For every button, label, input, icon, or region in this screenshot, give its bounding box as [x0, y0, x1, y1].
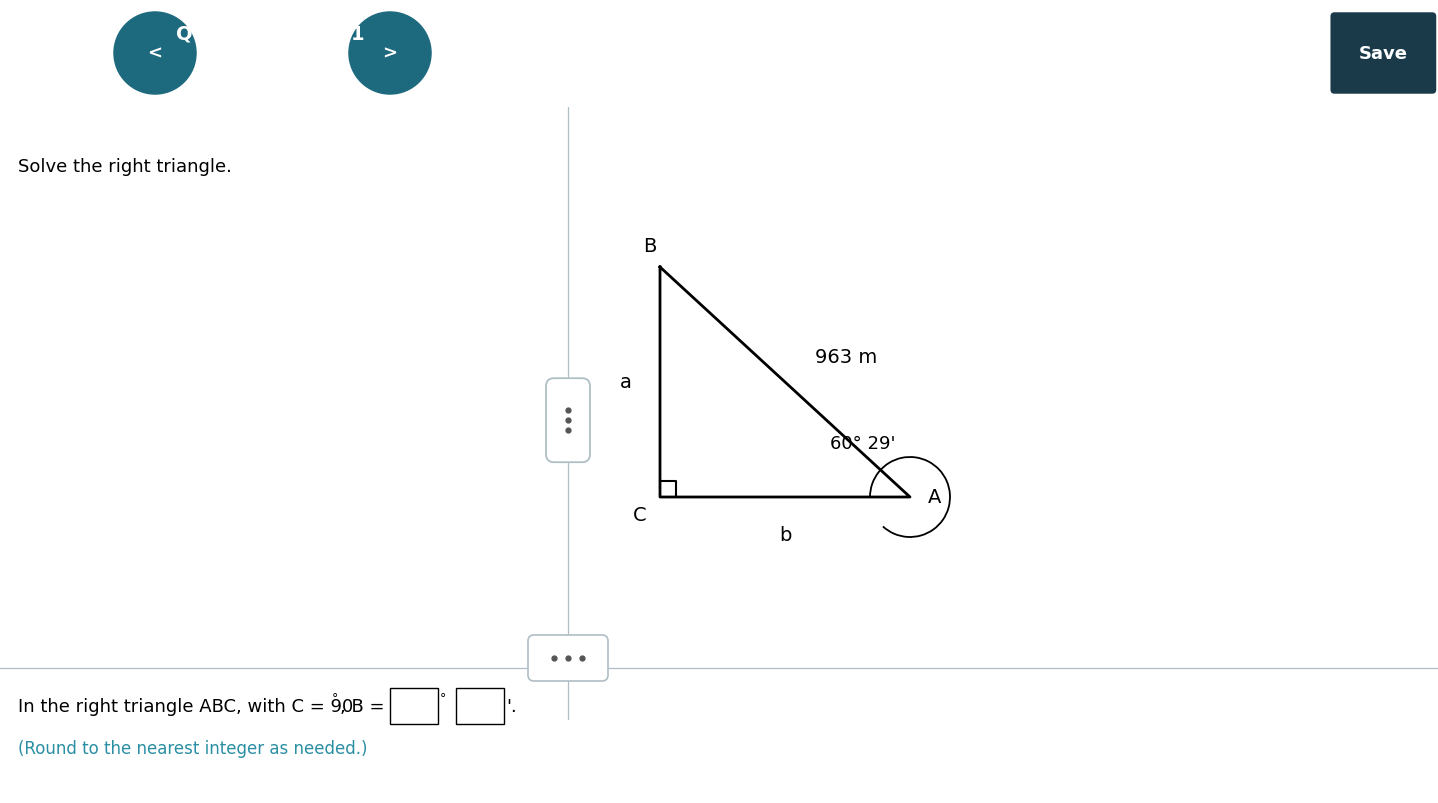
Text: Save: Save: [1359, 45, 1408, 63]
Text: points: points: [575, 43, 630, 61]
Text: , B =: , B =: [339, 697, 384, 715]
Circle shape: [349, 13, 431, 95]
Bar: [456, 688, 503, 724]
Text: >: >: [383, 45, 397, 63]
Text: (Round to the nearest integer as needed.): (Round to the nearest integer as needed.…: [19, 739, 368, 757]
Circle shape: [114, 13, 196, 95]
Text: '.: '.: [506, 697, 516, 715]
Text: ⚙: ⚙: [1273, 29, 1301, 58]
Text: Points:: Points:: [595, 75, 667, 93]
Text: In the right triangle ABC, with C = 90: In the right triangle ABC, with C = 90: [19, 697, 354, 715]
Text: Part 1 of 2: Part 1 of 2: [230, 70, 309, 85]
FancyBboxPatch shape: [1330, 14, 1437, 95]
Text: 0 of 1: 0 of 1: [659, 75, 715, 93]
Text: a: a: [620, 373, 631, 392]
Text: Solve the right triangle.: Solve the right triangle.: [19, 158, 232, 176]
FancyBboxPatch shape: [546, 379, 590, 463]
Text: 963 m: 963 m: [815, 348, 877, 367]
Text: 11.11%, 2 of 18: 11.11%, 2 of 18: [680, 13, 828, 31]
Text: C: C: [633, 505, 647, 524]
Text: Question 2, 9.7.1: Question 2, 9.7.1: [175, 25, 364, 44]
Text: A: A: [928, 488, 942, 507]
Text: HW Score:: HW Score:: [575, 13, 680, 31]
Text: B: B: [643, 237, 657, 255]
Text: °: °: [440, 691, 446, 704]
Bar: [390, 688, 439, 724]
Text: °: °: [332, 691, 338, 704]
Text: <: <: [148, 45, 162, 63]
Text: t: t: [10, 44, 19, 63]
Text: 60° 29': 60° 29': [830, 434, 894, 452]
Text: b: b: [779, 525, 791, 544]
FancyBboxPatch shape: [528, 635, 608, 681]
